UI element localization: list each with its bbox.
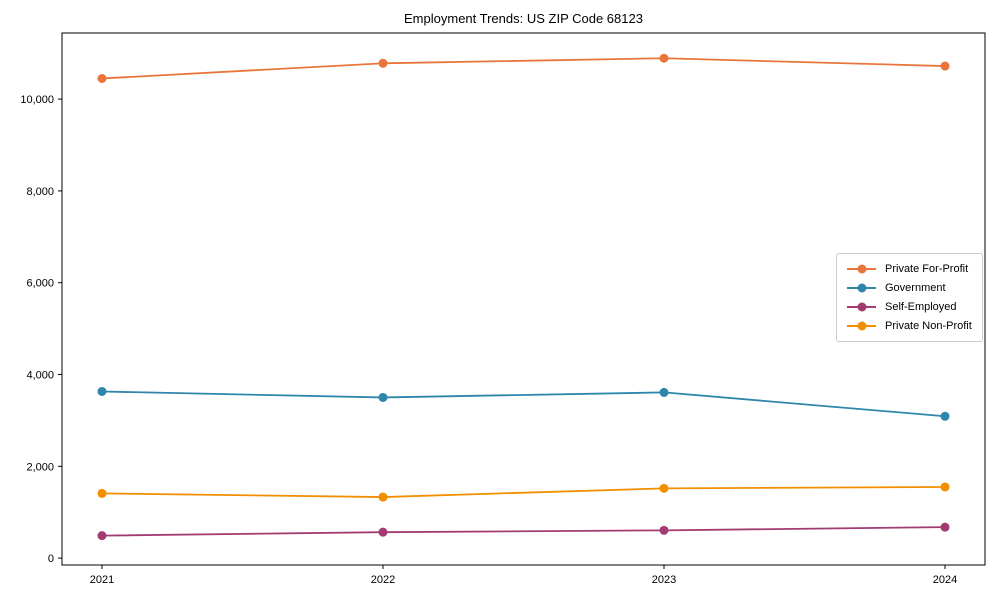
data-point-government — [940, 411, 950, 421]
x-tick-label: 2022 — [371, 574, 395, 586]
legend-item-private-non-profit: Private Non-Profit — [847, 320, 972, 332]
chart-title: Employment Trends: US ZIP Code 68123 — [404, 11, 643, 26]
y-tick-label: 6,000 — [26, 278, 54, 290]
legend-line-marker-icon — [847, 302, 876, 312]
legend-item-government: Government — [847, 282, 972, 294]
legend-item-self-employed: Self-Employed — [847, 301, 972, 313]
series-line-self-employed — [101, 526, 946, 537]
data-point-self-employed — [378, 527, 388, 537]
x-tick-label: 2021 — [90, 574, 114, 586]
legend-label: Private Non-Profit — [885, 320, 972, 332]
series-line-government — [101, 390, 946, 418]
data-point-self-employed — [97, 531, 107, 541]
y-tick-label: 8,000 — [26, 186, 54, 198]
data-point-private-for-profit — [659, 53, 669, 63]
y-tick-label: 4,000 — [26, 370, 54, 382]
legend-label: Government — [885, 282, 946, 294]
data-point-private-non-profit — [378, 492, 388, 502]
data-point-self-employed — [940, 522, 950, 532]
series-line-private-for-profit — [101, 57, 946, 80]
legend: Private For-Profit Government Self-Employe… — [836, 253, 983, 342]
axes-frame — [61, 32, 986, 566]
legend-label: Self-Employed — [885, 301, 957, 313]
y-tick-label: 0 — [48, 553, 54, 565]
legend-item-private-for-profit: Private For-Profit — [847, 263, 972, 275]
data-point-private-for-profit — [940, 61, 950, 71]
data-point-government — [659, 387, 669, 397]
legend-line-marker-icon — [847, 321, 876, 331]
data-point-private-for-profit — [97, 73, 107, 83]
series-line-private-non-profit — [101, 486, 946, 498]
x-tick-label: 2024 — [933, 574, 957, 586]
legend-line-marker-icon — [847, 264, 876, 274]
data-point-self-employed — [659, 525, 669, 535]
data-point-government — [97, 386, 107, 396]
data-point-private-for-profit — [378, 58, 388, 68]
legend-label: Private For-Profit — [885, 263, 969, 275]
legend-line-marker-icon — [847, 283, 876, 293]
data-point-private-non-profit — [97, 488, 107, 498]
data-point-government — [378, 392, 388, 402]
data-point-private-non-profit — [659, 483, 669, 493]
y-tick-label: 2,000 — [26, 461, 54, 473]
y-tick-label: 10,000 — [20, 94, 54, 106]
x-tick-label: 2023 — [652, 574, 676, 586]
data-point-private-non-profit — [940, 482, 950, 492]
